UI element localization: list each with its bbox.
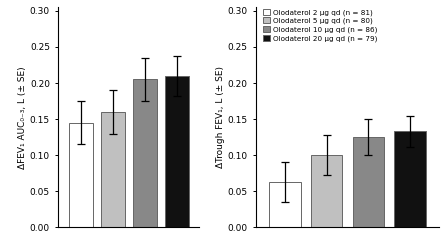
Y-axis label: ΔFEV₁ AUC₀₋₃, L (± SE): ΔFEV₁ AUC₀₋₃, L (± SE) [18,66,27,169]
Bar [269,182,301,227]
Bar [394,131,426,227]
Bar [311,155,342,227]
Legend: Olodaterol 2 μg qd (n = 81), Olodaterol 5 μg qd (n = 80), Olodaterol 10 μg qd (n: Olodaterol 2 μg qd (n = 81), Olodaterol … [263,9,377,42]
Bar [101,112,125,227]
Bar [165,76,189,227]
Bar [69,123,93,227]
Bar [133,79,157,227]
Bar [353,137,384,227]
Y-axis label: ΔTrough FEV₁, L (± SE): ΔTrough FEV₁, L (± SE) [215,66,224,168]
